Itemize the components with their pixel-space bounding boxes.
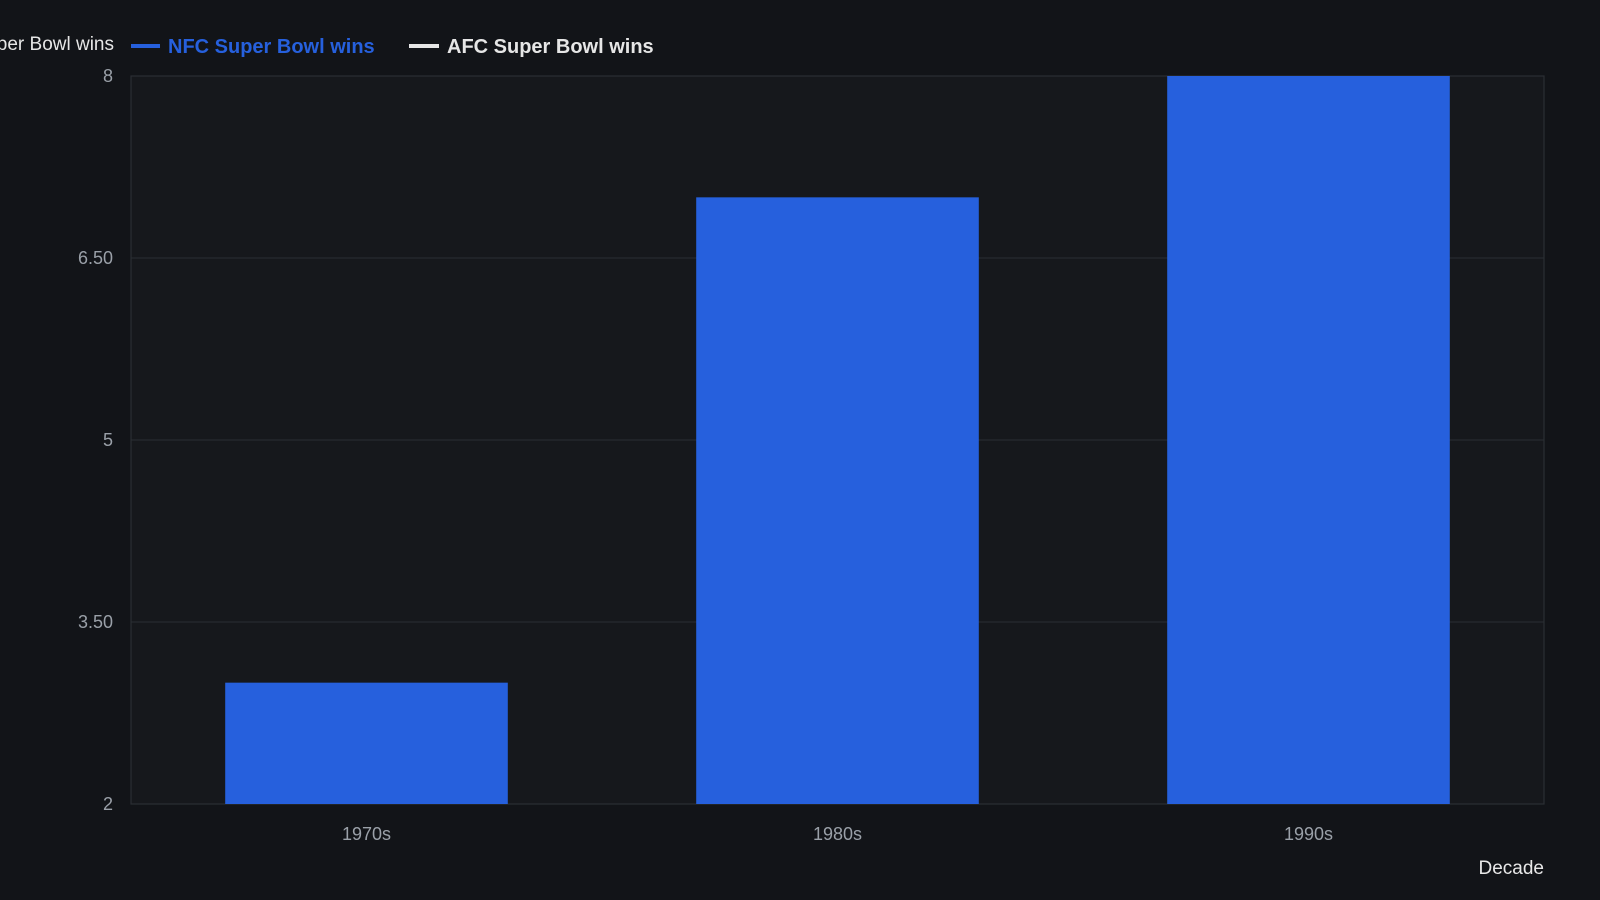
y-tick-label: 5 bbox=[103, 430, 113, 450]
bar-nfc-1970s[interactable] bbox=[225, 682, 508, 804]
y-tick-label: 6.50 bbox=[78, 248, 113, 268]
x-tick-label: 1980s bbox=[813, 824, 862, 844]
y-tick-label: 2 bbox=[103, 794, 113, 814]
x-tick-label: 1970s bbox=[342, 824, 391, 844]
legend-label-nfc: NFC Super Bowl wins bbox=[168, 36, 375, 58]
y-tick-label: 3.50 bbox=[78, 612, 113, 632]
legend: per Bowl wins NFC Super Bowl wins AFC Su… bbox=[0, 34, 654, 58]
x-axis-title: Decade bbox=[1479, 858, 1545, 879]
legend-item-cut-label[interactable]: per Bowl wins bbox=[0, 34, 114, 55]
legend-label-afc: AFC Super Bowl wins bbox=[447, 36, 654, 58]
legend-item-afc[interactable]: AFC Super Bowl wins bbox=[409, 36, 654, 58]
x-tick-label: 1990s bbox=[1284, 824, 1333, 844]
bar-nfc-1980s[interactable] bbox=[696, 197, 979, 805]
bars bbox=[225, 76, 1450, 805]
y-axis-ticks: 2 3.50 5 6.50 8 bbox=[78, 66, 113, 814]
y-tick-label: 8 bbox=[103, 66, 113, 86]
bar-nfc-1990s[interactable] bbox=[1167, 76, 1450, 804]
x-axis-ticks: 1970s 1980s 1990s bbox=[342, 824, 1333, 844]
legend-item-nfc[interactable]: NFC Super Bowl wins bbox=[131, 36, 375, 58]
